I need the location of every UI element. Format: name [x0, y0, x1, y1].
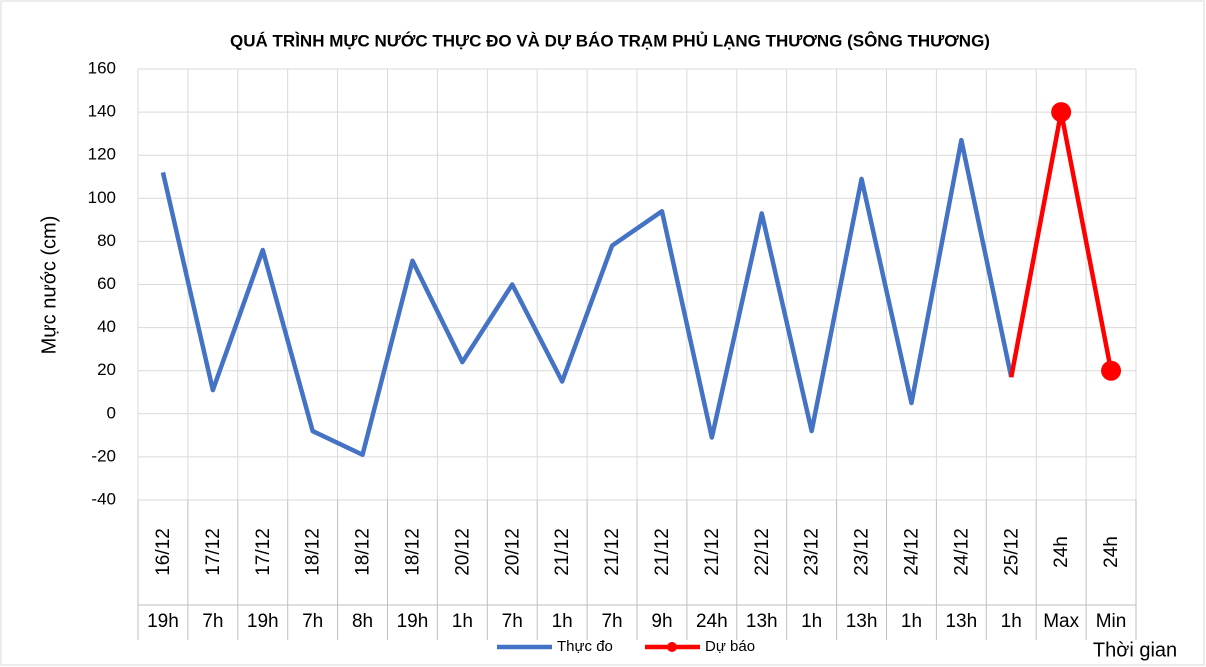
legend-marker — [667, 642, 677, 652]
x-tick-sublabel: 13h — [945, 611, 977, 632]
x-tick-label: 24h — [1101, 536, 1122, 568]
x-tick-label: 20/12 — [502, 528, 523, 576]
x-tick-label: 16/12 — [153, 528, 174, 576]
y-tick-label: 100 — [88, 188, 116, 207]
legend-label: Dự báo — [705, 638, 755, 655]
x-tick-sublabel: 19h — [247, 611, 279, 632]
y-tick-label: 160 — [88, 58, 116, 77]
x-axis-label: Thời gian — [1093, 639, 1177, 661]
x-tick-sublabel: 1h — [552, 611, 573, 632]
x-tick-label: 23/12 — [802, 528, 823, 576]
y-tick-label: 60 — [97, 274, 116, 293]
y-tick-label: 140 — [88, 102, 116, 121]
x-tick-sublabel: 19h — [147, 611, 179, 632]
x-tick-sublabel: 9h — [651, 611, 672, 632]
y-axis-label: Mực nước (cm) — [38, 216, 60, 355]
x-tick-sublabel: 1h — [452, 611, 473, 632]
y-tick-label: 20 — [97, 360, 116, 379]
x-tick-label: 21/12 — [652, 528, 673, 576]
x-tick-sublabel: 7h — [502, 611, 523, 632]
x-tick-sublabel: 24h — [696, 611, 728, 632]
y-tick-label: -40 — [91, 489, 116, 508]
x-tick-label: 22/12 — [752, 528, 773, 576]
series-line — [160, 137, 1014, 457]
x-tick-sublabel: 8h — [352, 611, 373, 632]
x-tick-label: 18/12 — [402, 528, 423, 576]
x-tick-label: 24/12 — [901, 528, 922, 576]
x-tick-sublabel: 7h — [302, 611, 323, 632]
x-tick-sublabel: Max — [1043, 611, 1079, 632]
x-tick-sublabel: 19h — [397, 611, 429, 632]
x-tick-sublabel: 1h — [801, 611, 822, 632]
x-tick-sublabel: 13h — [746, 611, 778, 632]
x-tick-label: 17/12 — [203, 528, 224, 576]
x-tick-label: 18/12 — [303, 528, 324, 576]
x-tick-sublabel: 7h — [601, 611, 622, 632]
y-tick-label: 80 — [97, 231, 116, 250]
x-tick-sublabel: 13h — [846, 611, 878, 632]
x-tick-label: 25/12 — [1001, 528, 1022, 576]
x-tick-label: 21/12 — [602, 528, 623, 576]
x-tick-label: 21/12 — [552, 528, 573, 576]
y-tick-label: 40 — [97, 317, 116, 336]
x-tick-label: 20/12 — [452, 528, 473, 576]
series-marker — [1051, 102, 1072, 123]
x-tick-label: 24/12 — [951, 528, 972, 576]
series-marker — [1101, 360, 1122, 381]
x-tick-sublabel: 1h — [901, 611, 922, 632]
x-tick-label: 21/12 — [702, 528, 723, 576]
y-tick-label: 120 — [88, 145, 116, 164]
x-tick-sublabel: 1h — [1001, 611, 1022, 632]
x-tick-sublabel: 7h — [202, 611, 223, 632]
x-tick-sublabel: Min — [1096, 611, 1127, 632]
legend-label: Thực đo — [557, 638, 613, 655]
x-tick-label: 23/12 — [852, 528, 873, 576]
x-tick-label: 18/12 — [353, 528, 374, 576]
x-tick-label: 24h — [1051, 536, 1072, 568]
chart-title: QUÁ TRÌNH MỰC NƯỚC THỰC ĐO VÀ DỰ BÁO TRẠ… — [230, 31, 990, 50]
y-tick-label: -20 — [91, 446, 116, 465]
y-tick-label: 0 — [107, 403, 116, 422]
x-tick-label: 17/12 — [253, 528, 274, 576]
